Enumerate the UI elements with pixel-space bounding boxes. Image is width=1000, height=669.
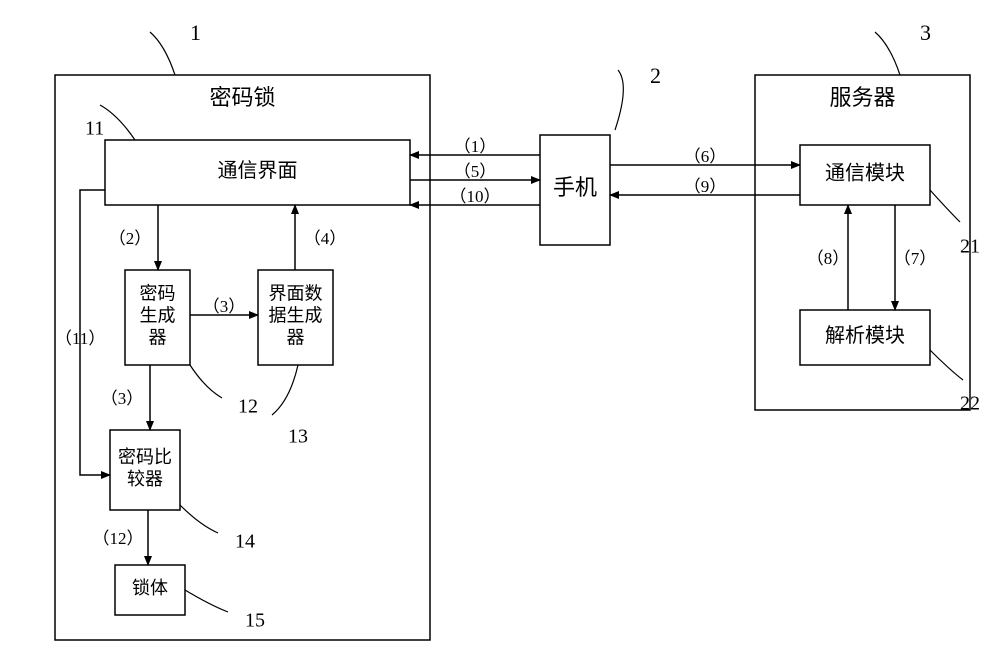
callout-number-21: 21: [960, 236, 980, 258]
lock-group-title: 密码锁: [209, 85, 275, 110]
callout-number-15: 15: [245, 610, 265, 632]
callout-number-13: 13: [288, 426, 308, 448]
password-generator-label-line-0: 密码: [140, 284, 176, 304]
comm-module-label: 通信模块: [825, 162, 905, 185]
password-generator-label-line-1: 生成: [140, 306, 176, 326]
callout-leader-13: [272, 365, 298, 415]
arrow-label-a11: （11）: [55, 329, 105, 348]
phone-label: 手机: [553, 175, 597, 200]
callout-leader-14: [180, 505, 218, 533]
arrow-label-a1: （1）: [454, 137, 497, 156]
arrow-label-a5: （5）: [454, 162, 497, 181]
lock-body-label: 锁体: [132, 578, 168, 598]
callout-number-11: 11: [85, 118, 104, 140]
arrow-label-a3v: （3）: [101, 389, 144, 408]
server-group-box: [755, 75, 970, 410]
callout-number-3: 3: [920, 20, 931, 45]
password-generator-label-line-2: 器: [149, 328, 167, 348]
callout-leader-3: [875, 32, 900, 75]
arrow-label-a2: （2）: [109, 229, 152, 248]
callout-leader-2: [615, 70, 623, 130]
arrow-label-a6: （6）: [684, 147, 727, 166]
comm-interface-label: 通信界面: [218, 159, 298, 182]
arrow-label-a10: （10）: [450, 187, 501, 206]
arrow-label-a4: （4）: [304, 229, 347, 248]
password-comparator-label-line-0: 密码比: [118, 447, 172, 467]
callout-leader-22: [930, 350, 963, 380]
server-group-title: 服务器: [829, 85, 895, 110]
callout-leader-12: [190, 365, 222, 398]
callout-number-1: 1: [190, 20, 201, 45]
interface-data-generator-label-line-1: 据生成: [269, 306, 323, 326]
parse-module-label: 解析模块: [825, 324, 905, 347]
callout-number-12: 12: [238, 396, 258, 418]
callout-number-22: 22: [960, 393, 980, 415]
arrow-label-a7: （7）: [894, 249, 937, 268]
callout-leader-1: [150, 32, 175, 75]
arrow-label-a8: （8）: [807, 249, 850, 268]
interface-data-generator-label-line-0: 界面数: [269, 284, 323, 304]
callout-leader-11: [100, 105, 135, 140]
callout-number-2: 2: [650, 63, 661, 88]
arrow-label-a12: （12）: [93, 529, 144, 548]
callout-leader-21: [930, 190, 960, 222]
callout-leader-15: [185, 590, 228, 612]
arrow-label-a3h: （3）: [203, 297, 246, 316]
interface-data-generator-label-line-2: 器: [287, 328, 305, 348]
callout-number-14: 14: [235, 531, 255, 553]
arrow-label-a9: （9）: [684, 177, 727, 196]
password-comparator-label-line-1: 较器: [127, 469, 163, 489]
